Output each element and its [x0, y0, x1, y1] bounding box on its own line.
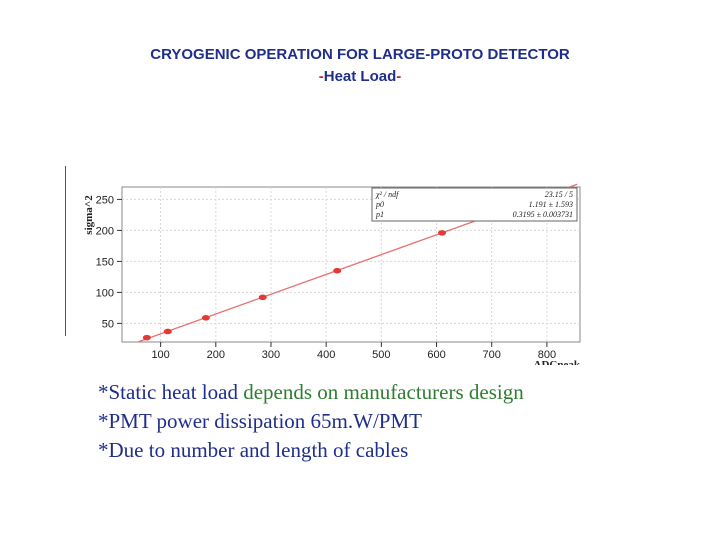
- y-axis-label: sigma^2: [83, 195, 95, 235]
- subtitle-dash-left: -: [318, 68, 324, 85]
- bullet-item: *PMT power dissipation 65m.W/PMT: [98, 407, 524, 436]
- bullet-item: *Due to number and length of cables: [98, 436, 524, 465]
- stats-label: p0: [375, 200, 384, 209]
- x-tick-label: 400: [317, 349, 335, 361]
- subtitle-text: Heat Load: [323, 68, 397, 85]
- x-tick-label: 800: [538, 349, 556, 361]
- scatter-chart: 100 200 300 400 500 600 700 800 50 100 150 200 250 AD…: [83, 183, 581, 365]
- data-point: [163, 328, 172, 335]
- bullet-text-blue: *Due to number and length of cables: [98, 438, 409, 462]
- x-tick-label: 500: [372, 349, 390, 361]
- x-tick-label: 700: [483, 349, 501, 361]
- stats-value: 1.191 ± 1.593: [529, 200, 573, 209]
- x-tick-label: 200: [207, 349, 225, 361]
- data-point: [438, 230, 447, 236]
- bullet-text-blue: *PMT power dissipation 65m.W/PMT: [98, 409, 422, 433]
- data-point: [333, 267, 342, 274]
- bullet-list: *Static heat load depends on manufacture…: [98, 378, 524, 465]
- data-point: [142, 334, 151, 341]
- subtitle-dash-right: -: [396, 68, 402, 85]
- y-tick-label: 250: [96, 194, 114, 206]
- y-tick-label: 50: [102, 318, 114, 330]
- x-tick-label: 300: [262, 349, 280, 361]
- y-tick-label: 200: [96, 225, 114, 237]
- y-tick-label: 150: [96, 256, 114, 268]
- y-tick-label: 100: [96, 287, 114, 299]
- slide-title: CRYOGENIC OPERATION FOR LARGE-PROTO DETE…: [150, 46, 570, 63]
- stats-label: p1: [375, 210, 384, 219]
- data-point: [258, 294, 267, 301]
- slide-subtitle: -Heat Load-: [0, 68, 720, 85]
- stats-label: χ² / ndf: [375, 190, 400, 199]
- x-axis-label: ADCpeak: [534, 359, 581, 365]
- bullet-text-blue: *Static heat load: [98, 380, 244, 404]
- stats-value: 0.3195 ± 0.003731: [513, 210, 573, 219]
- stats-box: [371, 187, 578, 222]
- x-tick-label: 600: [427, 349, 445, 361]
- left-border-line: [65, 166, 66, 336]
- data-point: [201, 315, 210, 321]
- stats-value: 23.15 / 5: [545, 190, 573, 199]
- bullet-item: *Static heat load depends on manufacture…: [98, 378, 524, 407]
- x-tick-label: 100: [151, 349, 169, 361]
- bullet-text-green: depends on manufacturers design: [243, 380, 524, 404]
